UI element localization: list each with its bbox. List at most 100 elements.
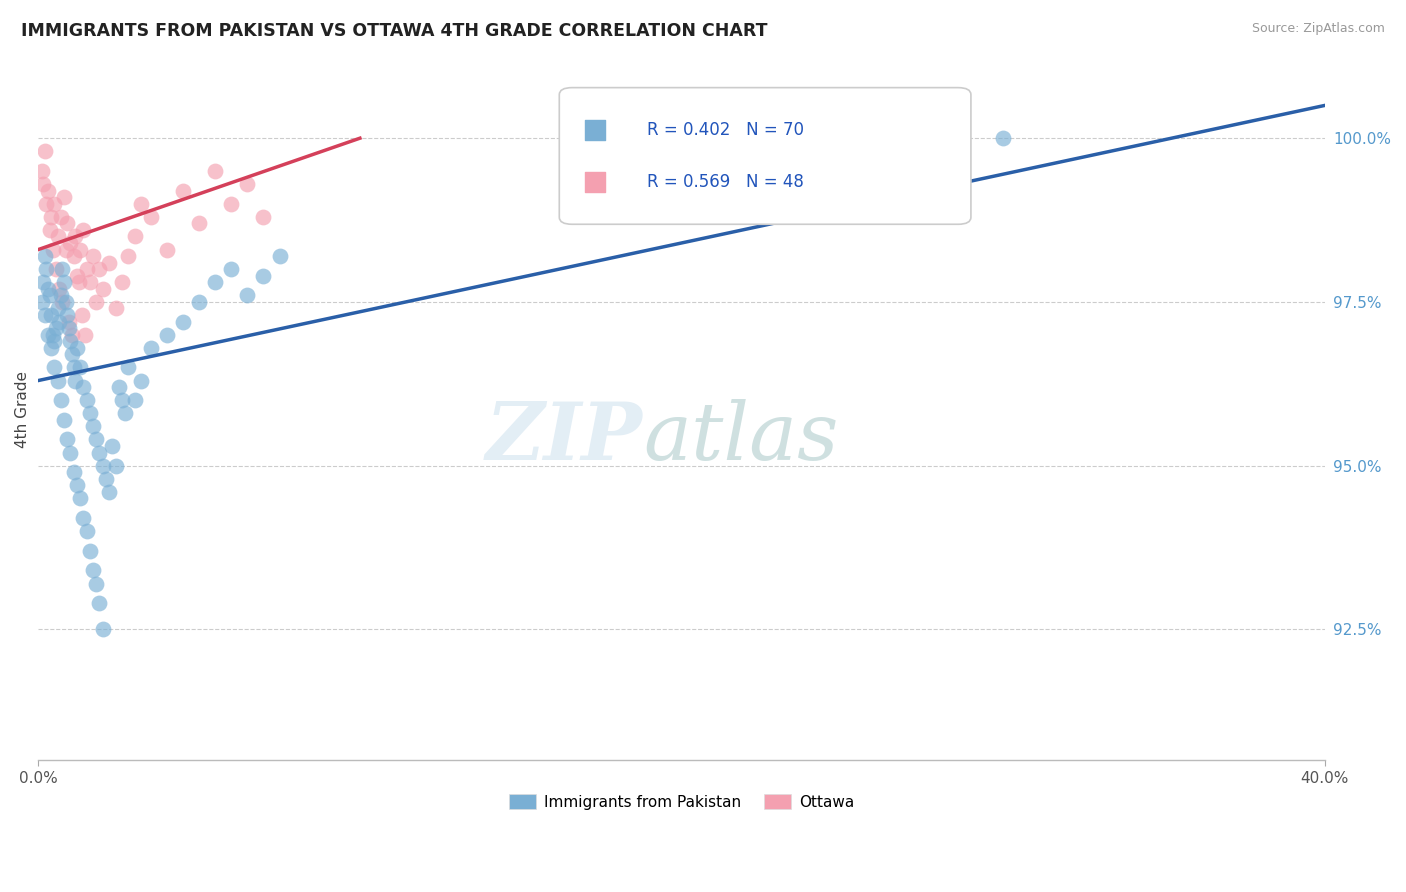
Point — [42, 327, 65, 342]
Point — [82, 419, 104, 434]
Point — [76, 524, 98, 538]
Point — [84, 294, 107, 309]
Point — [84, 433, 107, 447]
Point — [45, 262, 67, 277]
Point — [65, 374, 87, 388]
Point — [37, 184, 59, 198]
Point — [73, 327, 96, 342]
Point — [188, 216, 211, 230]
Point — [62, 249, 84, 263]
Point — [56, 433, 79, 447]
Point — [59, 235, 82, 250]
Point — [204, 275, 226, 289]
Point — [48, 282, 70, 296]
Point — [124, 393, 146, 408]
Point — [55, 294, 77, 309]
FancyBboxPatch shape — [560, 87, 972, 224]
Point — [219, 196, 242, 211]
Point — [89, 596, 111, 610]
Point — [44, 196, 66, 211]
Point — [42, 243, 65, 257]
Text: R = 0.569   N = 48: R = 0.569 N = 48 — [647, 173, 804, 191]
Point — [34, 145, 56, 159]
Point — [72, 223, 94, 237]
Point — [252, 268, 274, 283]
Point — [79, 275, 101, 289]
Legend: Immigrants from Pakistan, Ottawa: Immigrants from Pakistan, Ottawa — [502, 788, 860, 816]
Point — [55, 243, 77, 257]
Point — [107, 380, 129, 394]
Point — [31, 294, 53, 309]
Point — [111, 275, 134, 289]
Point — [82, 564, 104, 578]
Point — [129, 196, 152, 211]
Point — [269, 249, 291, 263]
Point — [44, 334, 66, 349]
Point — [53, 190, 76, 204]
Point — [46, 374, 69, 388]
Point — [58, 321, 80, 335]
Point — [76, 262, 98, 277]
Point — [46, 301, 69, 316]
Point — [49, 393, 72, 408]
Point — [39, 341, 62, 355]
Point — [117, 249, 139, 263]
Point — [204, 164, 226, 178]
Point — [38, 288, 60, 302]
Point — [236, 177, 259, 191]
Point — [65, 229, 87, 244]
Point — [35, 262, 58, 277]
Point — [66, 268, 89, 283]
Point — [69, 360, 91, 375]
Point — [32, 275, 55, 289]
Point — [53, 413, 76, 427]
Point — [69, 491, 91, 506]
Text: R = 0.402   N = 70: R = 0.402 N = 70 — [647, 120, 804, 138]
Point — [252, 210, 274, 224]
Point — [35, 196, 58, 211]
Point — [156, 327, 179, 342]
Point — [66, 341, 89, 355]
Point — [172, 315, 194, 329]
Point — [34, 249, 56, 263]
Point — [34, 308, 56, 322]
Point — [67, 275, 90, 289]
Point — [188, 294, 211, 309]
Point — [124, 229, 146, 244]
Text: IMMIGRANTS FROM PAKISTAN VS OTTAWA 4TH GRADE CORRELATION CHART: IMMIGRANTS FROM PAKISTAN VS OTTAWA 4TH G… — [21, 22, 768, 40]
Point — [38, 223, 60, 237]
Point — [98, 255, 121, 269]
Point — [72, 380, 94, 394]
Point — [66, 478, 89, 492]
Point — [70, 308, 93, 322]
Point — [79, 543, 101, 558]
Point — [39, 210, 62, 224]
Point — [79, 406, 101, 420]
Point — [117, 360, 139, 375]
Point — [45, 321, 67, 335]
Point — [89, 262, 111, 277]
Point — [236, 288, 259, 302]
Point — [59, 334, 82, 349]
Point — [156, 243, 179, 257]
Point — [62, 465, 84, 479]
Point — [51, 262, 73, 277]
Point — [49, 288, 72, 302]
Point — [111, 393, 134, 408]
Point — [76, 393, 98, 408]
Point — [91, 458, 114, 473]
Text: ZIP: ZIP — [486, 400, 643, 476]
Point — [114, 406, 136, 420]
Point — [98, 484, 121, 499]
Point — [104, 301, 127, 316]
Point — [219, 262, 242, 277]
Y-axis label: 4th Grade: 4th Grade — [15, 371, 30, 449]
Point — [72, 511, 94, 525]
Point — [44, 360, 66, 375]
Point — [53, 275, 76, 289]
Point — [49, 210, 72, 224]
Point — [139, 341, 162, 355]
Point — [37, 327, 59, 342]
Point — [84, 576, 107, 591]
Point — [58, 315, 80, 329]
